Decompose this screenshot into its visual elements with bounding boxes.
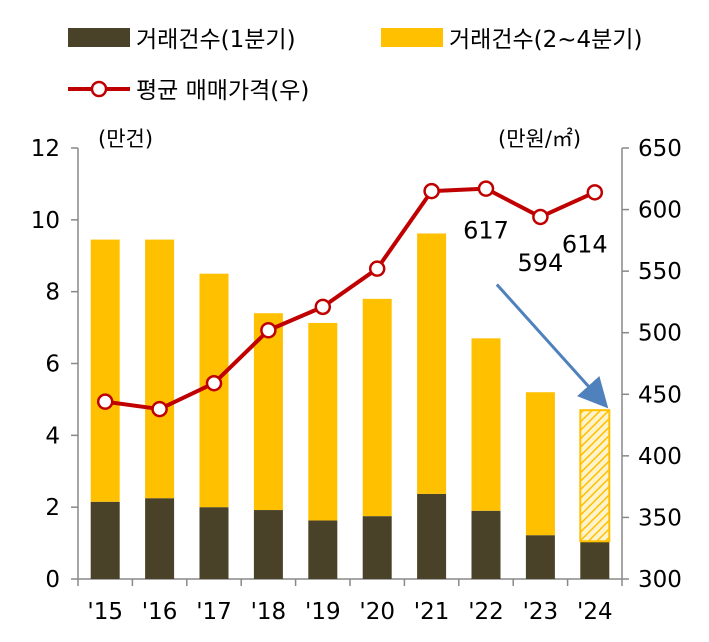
legend-marker-line (90, 80, 108, 98)
bar-q1 (253, 510, 283, 579)
price-point (477, 180, 495, 197)
legend: 거래건수(1분기) 거래건수(2~4분기) 평균 매매가격(우) (68, 27, 642, 104)
x-tick-label: '21 (414, 599, 450, 625)
left-tick-label: 0 (45, 567, 60, 593)
price-data-label: 617 (463, 217, 509, 245)
axes: 0 2 4 6 8 10 12 300 350 400 450 500 550 600 650 '15 '16 '… (31, 136, 682, 625)
bar-q1 (145, 498, 175, 579)
right-tick-label: 650 (638, 136, 682, 162)
left-tick-label: 2 (45, 495, 60, 521)
right-tick-label: 300 (638, 567, 682, 593)
right-axis-unit: (만원/㎡) (498, 127, 581, 151)
bar-q2-4 (90, 239, 120, 502)
left-tick-label: 12 (31, 136, 60, 162)
bar-q2-4 (253, 313, 283, 511)
price-point (368, 260, 386, 277)
x-tick-label: '16 (142, 599, 178, 625)
legend-label-q2-4: 거래건수(2~4분기) (449, 27, 642, 53)
right-tick-label: 400 (638, 444, 682, 470)
legend-swatch-q1 (68, 28, 130, 47)
price-point (586, 184, 604, 201)
legend-label-line: 평균 매매가격(우) (136, 78, 309, 104)
price-point (151, 400, 168, 418)
right-tick-label: 450 (638, 382, 682, 408)
bars (90, 233, 611, 579)
right-tick-label: 500 (638, 321, 682, 347)
left-axis-unit: (만건) (98, 127, 153, 151)
bar-q2-4 (362, 298, 392, 517)
x-tick-label: '19 (305, 599, 341, 625)
price-point (423, 182, 440, 200)
bar-q1 (525, 535, 555, 579)
left-tick-label: 6 (45, 352, 60, 378)
bar-q2-4 (525, 392, 555, 536)
bar-q1 (417, 493, 447, 579)
right-tick-label: 350 (638, 505, 682, 531)
right-tick-label: 550 (638, 259, 682, 285)
price-point (314, 298, 332, 316)
x-tick-label: '15 (87, 599, 123, 625)
price-point (205, 374, 223, 392)
right-tick-label: 600 (638, 198, 682, 224)
left-tick-label: 10 (31, 208, 60, 234)
bar-q1 (580, 541, 610, 579)
bar-q1 (471, 510, 501, 579)
left-tick-label: 4 (45, 423, 60, 449)
price-point (96, 393, 114, 410)
bar-q1 (199, 507, 229, 579)
bar-q2-4 (145, 239, 175, 499)
legend-swatch-q2-4 (381, 28, 443, 47)
bar-q1 (308, 520, 338, 579)
bar-q2-4-forecast (579, 409, 611, 543)
price-data-label: 594 (517, 249, 563, 277)
bar-q1 (90, 501, 120, 579)
price-data-label: 614 (562, 230, 608, 258)
price-point (532, 208, 549, 226)
trend-arrow (495, 283, 609, 409)
legend-label-q1: 거래건수(1분기) (136, 27, 296, 53)
bar-q1 (362, 516, 392, 579)
bar-q2-4 (471, 338, 501, 511)
x-tick-label: '18 (251, 599, 287, 625)
x-tick-label: '22 (468, 599, 504, 625)
annotation (495, 283, 609, 409)
x-tick-label: '17 (196, 599, 232, 625)
bar-q2-4 (308, 322, 338, 521)
x-tick-label: '20 (359, 599, 395, 625)
price-point (260, 322, 277, 339)
x-tick-label: '24 (577, 599, 613, 625)
left-tick-label: 8 (45, 280, 60, 306)
bar-q2-4 (417, 233, 447, 494)
price-line (96, 180, 604, 418)
price-line-path (104, 186, 596, 412)
x-tick-label: '23 (523, 599, 559, 625)
